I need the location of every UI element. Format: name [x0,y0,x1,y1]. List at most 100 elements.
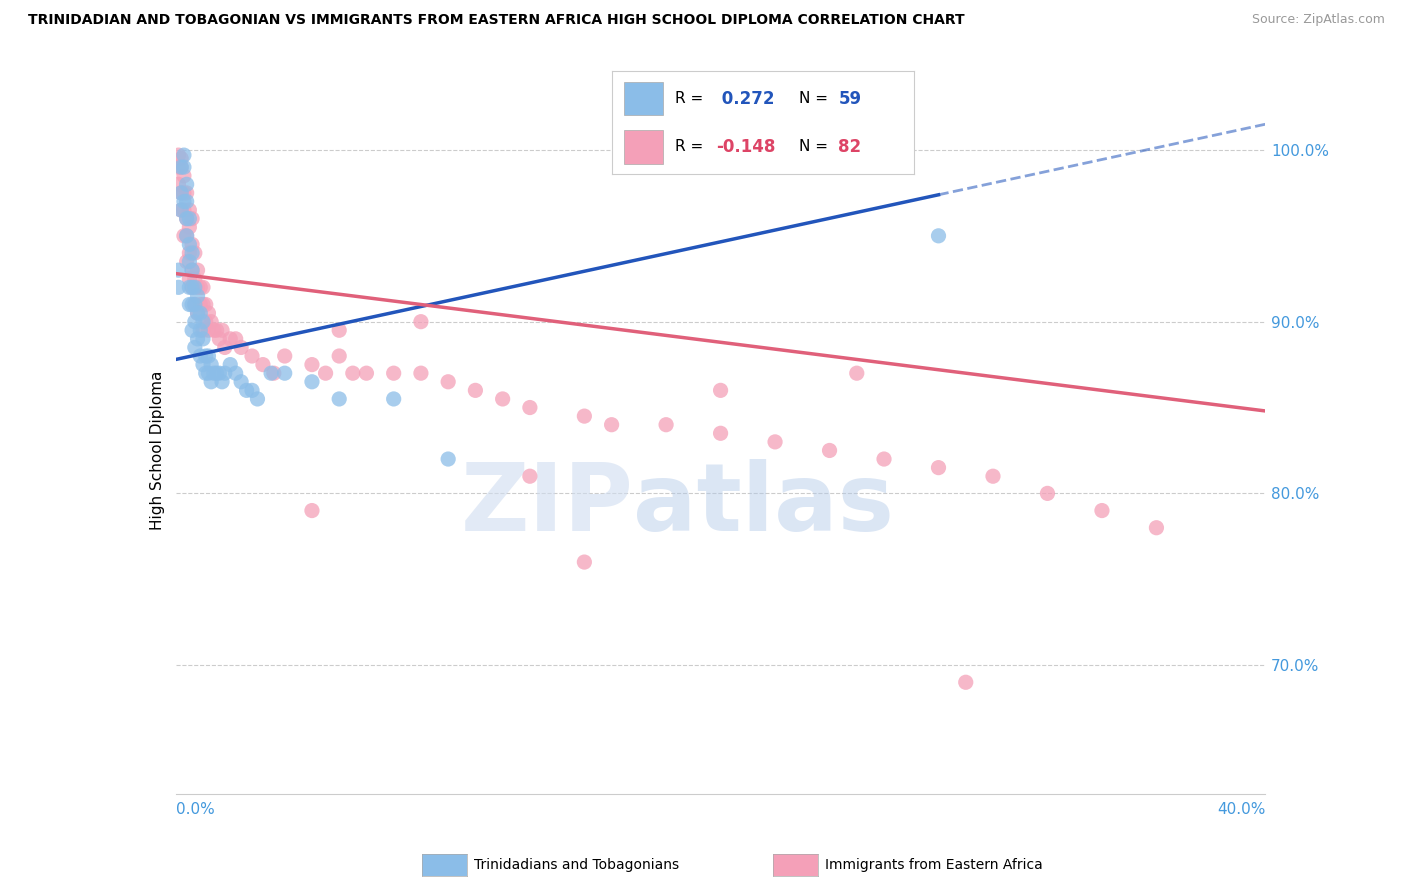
Text: 82: 82 [838,137,862,156]
Point [186,289,209,303]
Point [170,152,193,166]
Point [176,228,198,243]
Point [208,366,231,380]
Point [655,417,678,432]
Text: TRINIDADIAN AND TOBAGONIAN VS IMMIGRANTS FROM EASTERN AFRICA HIGH SCHOOL DIPLOMA: TRINIDADIAN AND TOBAGONIAN VS IMMIGRANTS… [28,13,965,28]
Point [1091,503,1114,517]
Point [202,323,225,337]
Point [181,211,204,226]
Point [186,280,209,294]
Text: N =: N = [799,91,832,106]
Point [191,332,214,346]
Point [191,315,214,329]
Text: 0.0%: 0.0% [176,803,215,817]
Point [464,384,486,398]
Point [181,263,204,277]
Point [167,148,190,162]
Point [181,297,204,311]
Point [184,246,207,260]
Point [981,469,1004,483]
Point [170,160,193,174]
Point [246,392,269,406]
Point [1036,486,1059,500]
Point [710,426,733,441]
Point [173,228,195,243]
Point [519,401,541,415]
Point [225,332,247,346]
Point [188,280,211,294]
Point [173,202,195,217]
Point [301,358,323,372]
Point [170,202,193,217]
Point [356,366,378,380]
Point [176,254,198,268]
Point [176,194,198,209]
Point [173,169,195,183]
Point [186,306,209,320]
Bar [624,130,664,163]
Point [328,349,350,363]
Point [208,332,231,346]
Point [200,375,222,389]
Text: Source: ZipAtlas.com: Source: ZipAtlas.com [1251,13,1385,27]
Point [225,366,247,380]
Point [231,375,253,389]
Point [219,358,242,372]
Point [252,358,274,372]
Point [181,263,204,277]
Point [200,315,222,329]
Point [197,306,219,320]
Text: N =: N = [799,139,832,154]
Point [173,160,195,174]
Point [574,555,596,569]
Point [170,186,193,200]
Point [205,323,228,337]
Point [173,194,195,209]
Point [197,349,219,363]
Point [194,315,217,329]
Point [200,358,222,372]
Point [492,392,515,406]
Point [219,332,242,346]
Point [928,228,950,243]
Point [437,452,460,467]
Point [179,254,201,268]
Point [179,280,201,294]
Point [409,315,432,329]
Point [184,271,207,285]
Point [197,323,219,337]
Text: Immigrants from Eastern Africa: Immigrants from Eastern Africa [825,858,1043,872]
Point [179,237,201,252]
Point [170,186,193,200]
Point [710,384,733,398]
Point [211,375,233,389]
Point [179,246,201,260]
Point [181,280,204,294]
Point [205,366,228,380]
Y-axis label: High School Diploma: High School Diploma [149,371,165,530]
Point [186,263,209,277]
Point [763,434,786,449]
Point [184,297,207,311]
Text: 40.0%: 40.0% [1218,803,1265,817]
Point [818,443,841,458]
Point [176,228,198,243]
Point [173,186,195,200]
Point [170,202,193,217]
Point [188,297,211,311]
Point [188,306,211,320]
Point [260,366,283,380]
Point [214,340,236,354]
Point [176,186,198,200]
Point [197,366,219,380]
Point [167,178,190,192]
Bar [624,81,664,115]
Point [179,211,201,226]
Point [301,503,323,517]
Point [186,332,209,346]
Point [176,178,198,192]
Point [167,280,190,294]
Text: Trinidadians and Tobagonians: Trinidadians and Tobagonians [474,858,679,872]
Point [188,323,211,337]
Point [173,148,195,162]
